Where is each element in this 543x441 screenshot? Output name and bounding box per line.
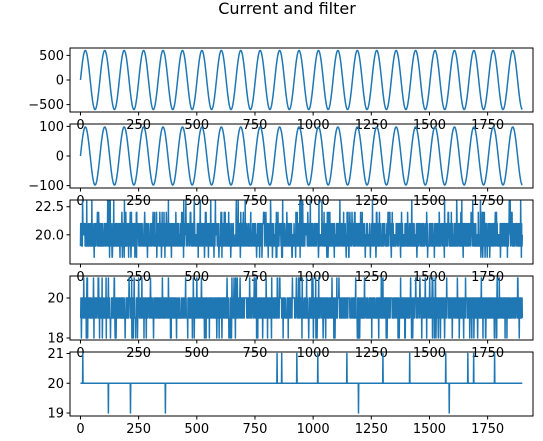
x-tick-label: 750 [243,422,268,437]
x-tick-label: 1500 [413,118,446,133]
x-tick-label: 250 [126,422,151,437]
x-tick-label: 1750 [471,194,504,209]
x-tick-label: 1750 [471,346,504,361]
y-tick-label: 100 [39,120,64,135]
axes-frame-4 [69,275,534,341]
y-tick-label: 20 [47,377,64,392]
x-tick-label: 500 [184,118,209,133]
x-tick-label: 1000 [297,346,330,361]
x-tick-label: 0 [76,346,84,361]
x-tick-label: 750 [243,194,268,209]
x-tick-label: 1250 [355,270,388,285]
x-tick-label: 1500 [413,194,446,209]
y-tick-label: 21 [47,347,64,362]
y-tick-label: 500 [39,49,64,64]
x-tick-label: 250 [126,194,151,209]
x-tick-label: 500 [184,194,209,209]
y-tick-label: 0 [56,74,64,89]
y-tick-label: 19 [47,407,64,422]
y-tick-label: −100 [28,179,64,194]
axes-frame-3 [69,199,534,265]
subplot-4: 0 250 500 750 1000 1250 1500 1750 20 18 [47,275,534,361]
series-line-2 [79,126,523,186]
x-tick-label: 1250 [355,422,388,437]
series-line-4 [79,277,524,339]
subplot-1: 0 250 500 750 1000 1250 1500 1750 500 0 −500 [28,47,534,133]
y-tick-label: 0 [56,150,64,165]
x-tick-label: 1250 [355,194,388,209]
x-tick-label: 1750 [471,422,504,437]
y-tick-label: 20 [47,292,64,307]
x-tick-label: 1500 [413,346,446,361]
series-line-3 [79,200,524,259]
x-tick-label: 0 [76,118,84,133]
y-tick-label: 20.0 [35,228,64,243]
y-tick-label: −500 [28,98,64,113]
x-tick-label: 1750 [471,270,504,285]
chart-title: Current and filter [218,0,356,18]
series-line-1 [79,49,523,111]
axes-frame-5 [69,351,534,417]
x-tick-label: 1000 [297,118,330,133]
x-tick-label: 1250 [355,118,388,133]
x-tick-label: 1500 [413,422,446,437]
x-tick-label: 250 [126,118,151,133]
y-tick-label: 18 [47,332,64,347]
x-tick-label: 750 [243,346,268,361]
x-tick-label: 0 [76,422,84,437]
x-tick-label: 750 [243,118,268,133]
x-tick-label: 0 [76,194,84,209]
x-tick-label: 1250 [355,346,388,361]
x-tick-label: 250 [126,346,151,361]
x-tick-label: 500 [184,422,209,437]
x-tick-label: 1750 [471,118,504,133]
subplot-5: 0 250 500 750 1000 1250 1500 1750 21 20 19 [47,347,534,437]
series-line-5 [79,352,523,414]
x-tick-label: 0 [76,270,84,285]
x-tick-label: 1000 [297,422,330,437]
y-tick-label: 22.5 [35,200,64,215]
x-tick-label: 500 [184,346,209,361]
